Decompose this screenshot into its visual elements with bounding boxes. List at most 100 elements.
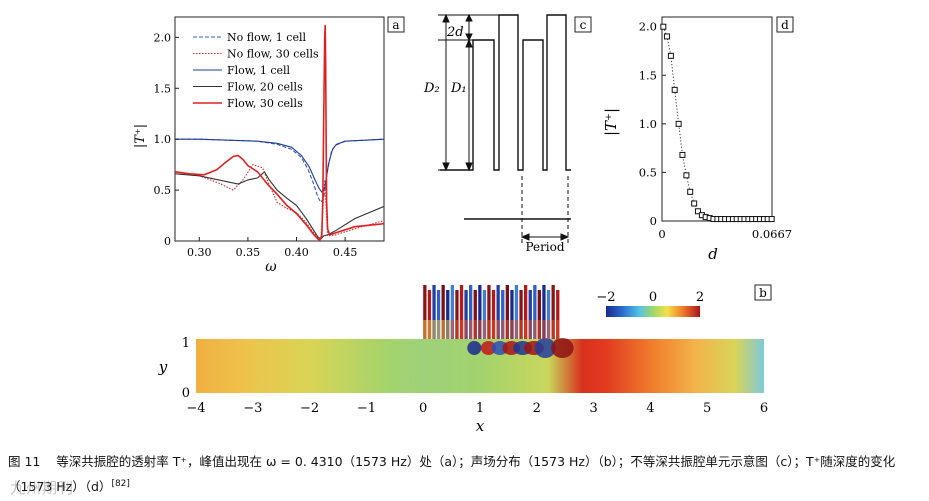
b-xtick-label: −4 bbox=[186, 401, 205, 416]
b-ytick-label: 1 bbox=[182, 336, 190, 351]
d-marker bbox=[683, 172, 690, 179]
a-xtick-label: 0.45 bbox=[333, 246, 358, 259]
cavity-strip bbox=[436, 290, 441, 339]
panel-b-ylabel: y bbox=[158, 358, 168, 376]
a-xtick-label: 0.35 bbox=[236, 246, 261, 259]
cavity-strip bbox=[482, 290, 487, 339]
field-hotspot bbox=[534, 338, 556, 358]
d-marker bbox=[768, 216, 775, 223]
cavity-strip bbox=[542, 285, 546, 339]
cavity-mouth bbox=[533, 320, 537, 339]
cavity-strip bbox=[491, 290, 496, 339]
b-xtick-label: 2 bbox=[533, 401, 541, 416]
b-xtick-label: 0 bbox=[419, 401, 427, 416]
cavity-profile bbox=[440, 14, 571, 171]
cavity-strip bbox=[501, 290, 505, 339]
cavity-mouth bbox=[556, 320, 560, 339]
b-xtick-label: 3 bbox=[589, 401, 597, 416]
cavity-strip bbox=[528, 290, 532, 339]
b-xtick-label: 6 bbox=[760, 401, 768, 416]
a-ytick-label: 2.0 bbox=[154, 31, 172, 44]
cavity-strip bbox=[546, 290, 551, 339]
cavity-strip bbox=[423, 285, 427, 339]
cavity-strip bbox=[487, 285, 491, 339]
field-hotspot bbox=[480, 341, 497, 355]
colorbar-tick-label: −2 bbox=[596, 290, 615, 305]
panel-b-label-box bbox=[754, 284, 772, 301]
legend-label: Flow, 20 cells bbox=[227, 81, 303, 94]
cavity-mouth bbox=[491, 320, 496, 339]
d-ytick-label: 1.0 bbox=[639, 117, 657, 131]
label-2d: 2d bbox=[446, 25, 464, 40]
cavity-strip bbox=[446, 290, 450, 339]
cavity-strip bbox=[524, 285, 528, 339]
panel-b-sound-field: −4 −3 −2 −1 0 1 2 3 4 5 6 0 1 −2 0 2 b y x bbox=[158, 284, 772, 435]
field-hotspot bbox=[551, 338, 574, 358]
cavity-mouth bbox=[432, 320, 436, 339]
panel-a-legend: No flow, 1 cell No flow, 30 cells Flow, 1 … bbox=[193, 31, 319, 110]
cavity-strip bbox=[551, 285, 555, 339]
a-series-line-4 bbox=[175, 25, 384, 241]
colorbar-tick-label: 0 bbox=[649, 290, 657, 305]
legend-label: Flow, 30 cells bbox=[227, 97, 303, 110]
cavity-mouth bbox=[423, 320, 427, 339]
cavity-mouth bbox=[459, 320, 464, 339]
panel-a-xlabel: ω bbox=[265, 259, 277, 275]
panel-b-label: b bbox=[759, 286, 767, 300]
b-xtick-label: 4 bbox=[646, 401, 654, 416]
label-D2: D₂ bbox=[423, 81, 440, 96]
d-marker bbox=[691, 200, 698, 207]
a-xtick-label: 0.30 bbox=[187, 246, 212, 259]
a-series-line-3 bbox=[175, 170, 384, 240]
cavity-mouth bbox=[505, 320, 509, 339]
cavity-strip bbox=[450, 285, 454, 339]
panel-c-label-box bbox=[574, 16, 592, 33]
cavity-mouth bbox=[496, 320, 500, 339]
a-series-line-2 bbox=[175, 138, 384, 194]
cavity-strip bbox=[556, 290, 560, 339]
legend-label: No flow, 1 cell bbox=[227, 31, 306, 44]
cavity-mouth bbox=[455, 320, 459, 339]
cavity-mouth bbox=[478, 320, 482, 339]
d-ytick-label: 0.5 bbox=[639, 165, 657, 179]
cavity-mouth bbox=[469, 320, 473, 339]
d-marker bbox=[694, 208, 701, 215]
d-marker bbox=[663, 33, 670, 40]
cavity-strip bbox=[510, 290, 514, 339]
caption-text: 等深共振腔的透射率 T⁺，峰值出现在 ω = 0. 4310（1573 Hz）处… bbox=[8, 454, 896, 495]
d-marker bbox=[671, 86, 678, 93]
cavity-mouth bbox=[427, 320, 432, 339]
label-D1: D₁ bbox=[450, 81, 467, 96]
panel-d-xlabel: d bbox=[708, 245, 718, 263]
d-marker bbox=[675, 120, 682, 127]
cavity-mouth bbox=[436, 320, 441, 339]
cavity-mouth bbox=[464, 320, 468, 339]
cavity-strip bbox=[533, 285, 537, 339]
panel-c-cavity-schematic: 2d D₂ D₁ Period c bbox=[423, 13, 592, 254]
cavity-strip bbox=[469, 285, 473, 339]
watermark-logo: 九州期刊 bbox=[10, 477, 74, 498]
label-period: Period bbox=[525, 240, 564, 254]
colorbar-tick-label: 2 bbox=[696, 290, 704, 305]
cavity-mouth bbox=[551, 320, 555, 339]
cavity-strip bbox=[537, 290, 541, 339]
panel-a-label: a bbox=[392, 18, 399, 32]
field-hotspots bbox=[467, 338, 574, 358]
cavity-strip bbox=[459, 285, 464, 339]
cavity-strip bbox=[427, 290, 432, 339]
cavity-mouth bbox=[546, 320, 551, 339]
cavity-mouth bbox=[482, 320, 487, 339]
b-xtick-label: −1 bbox=[357, 401, 376, 416]
watermark-text: 九州期刊 bbox=[10, 479, 75, 497]
legend-label: No flow, 30 cells bbox=[227, 48, 319, 61]
d-xtick-label: 0.0667 bbox=[752, 227, 792, 241]
a-ytick-label: 1.0 bbox=[154, 133, 172, 146]
dimension-lines bbox=[438, 13, 571, 246]
cavity-mouth bbox=[441, 320, 445, 339]
panel-d-ylabel: |T⁺| bbox=[602, 108, 620, 136]
cavity-mouth bbox=[487, 320, 491, 339]
cavity-strip bbox=[519, 290, 523, 339]
cavity-strip bbox=[514, 285, 519, 339]
field-hotspot bbox=[467, 341, 482, 355]
